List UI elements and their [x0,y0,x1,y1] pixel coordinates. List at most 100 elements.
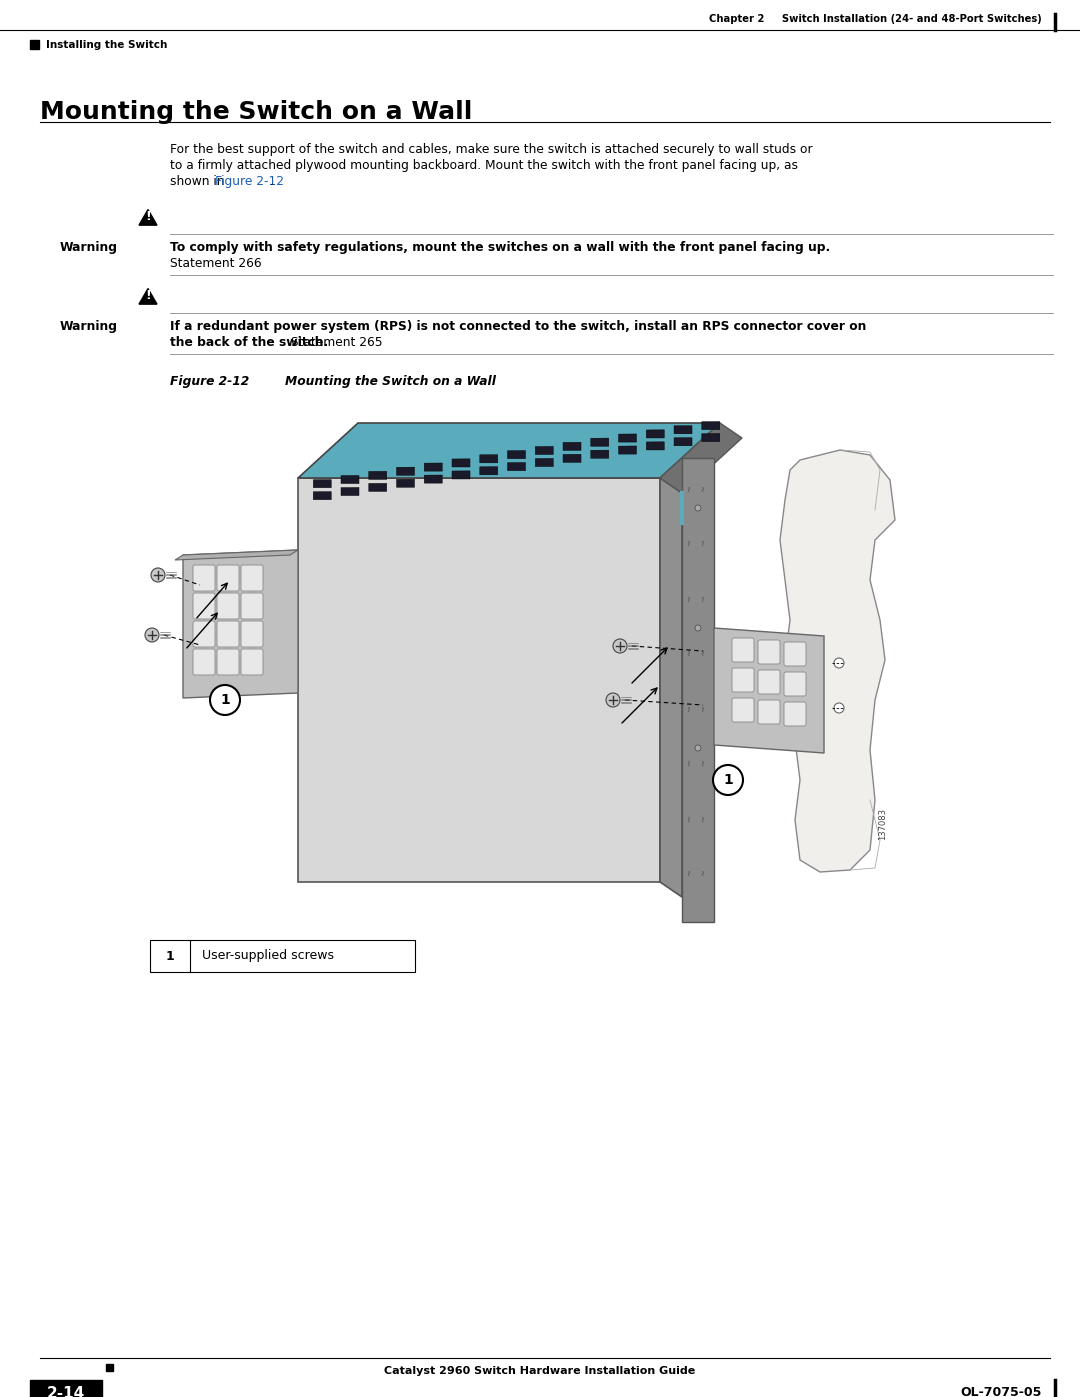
Text: ~: ~ [700,539,708,546]
Text: ~: ~ [700,814,708,821]
Bar [30,41,39,49]
FancyBboxPatch shape [784,643,806,666]
Text: Warning: Warning [60,320,118,332]
Polygon shape [702,422,719,430]
FancyBboxPatch shape [758,671,780,694]
Text: 2-14: 2-14 [46,1386,85,1397]
Text: ~: ~ [700,595,708,602]
Polygon shape [674,437,692,446]
Circle shape [151,569,165,583]
Circle shape [696,624,701,631]
Circle shape [145,629,159,643]
Circle shape [713,766,743,795]
Polygon shape [480,467,498,475]
Text: Statement 266: Statement 266 [170,257,261,270]
Text: If a redundant power system (RPS) is not connected to the switch, install an RPS: If a redundant power system (RPS) is not… [170,320,866,332]
Polygon shape [368,483,387,492]
Bar [681,458,714,922]
Polygon shape [536,458,553,467]
Text: ~: ~ [686,704,694,711]
Bar [150,940,415,972]
Text: ~: ~ [686,485,694,492]
Text: ~: ~ [700,650,708,657]
Text: !: ! [145,210,151,224]
Text: For the best support of the switch and cables, make sure the switch is attached : For the best support of the switch and c… [170,142,812,156]
Text: ~: ~ [686,650,694,657]
Text: 1: 1 [724,773,733,787]
FancyBboxPatch shape [732,698,754,722]
Polygon shape [424,475,442,483]
Polygon shape [183,550,298,698]
Polygon shape [646,441,664,450]
FancyBboxPatch shape [241,592,264,619]
Polygon shape [139,289,157,305]
FancyBboxPatch shape [193,592,215,619]
Text: To comply with safety regulations, mount the switches on a wall with the front p: To comply with safety regulations, mount… [170,242,831,254]
FancyBboxPatch shape [217,650,239,675]
Circle shape [613,638,627,652]
FancyBboxPatch shape [784,703,806,726]
Text: ~: ~ [686,814,694,821]
Text: ~: ~ [686,869,694,876]
FancyBboxPatch shape [758,700,780,724]
Polygon shape [368,471,387,479]
FancyBboxPatch shape [193,650,215,675]
Polygon shape [660,423,742,493]
Text: ~: ~ [700,704,708,711]
FancyBboxPatch shape [732,638,754,662]
Polygon shape [780,450,895,872]
Polygon shape [396,479,415,488]
Polygon shape [536,447,553,454]
Polygon shape [453,458,470,467]
Circle shape [834,703,843,712]
Polygon shape [619,446,636,454]
FancyBboxPatch shape [217,592,239,619]
Polygon shape [139,210,157,225]
Text: 1: 1 [165,950,174,963]
Bar [30,1380,102,1397]
Polygon shape [702,433,719,441]
FancyBboxPatch shape [241,564,264,591]
Text: ~: ~ [686,760,694,767]
Text: to a firmly attached plywood mounting backboard. Mount the switch with the front: to a firmly attached plywood mounting ba… [170,159,798,172]
Polygon shape [298,478,660,882]
Text: Installing the Switch: Installing the Switch [46,41,167,50]
FancyBboxPatch shape [784,672,806,696]
Polygon shape [453,471,470,479]
Text: Mounting the Switch on a Wall: Mounting the Switch on a Wall [40,101,472,124]
Text: User-supplied screws: User-supplied screws [202,950,334,963]
Text: Catalyst 2960 Switch Hardware Installation Guide: Catalyst 2960 Switch Hardware Installati… [384,1366,696,1376]
FancyBboxPatch shape [732,668,754,692]
Text: Figure 2-12: Figure 2-12 [215,175,284,189]
Polygon shape [396,467,415,475]
Text: 137083: 137083 [878,807,887,840]
Polygon shape [424,462,442,471]
Circle shape [606,693,620,707]
Polygon shape [674,426,692,434]
Circle shape [696,504,701,511]
Text: ~: ~ [686,595,694,602]
Polygon shape [175,550,298,560]
Text: ~: ~ [700,485,708,492]
Polygon shape [660,478,681,897]
Text: ~: ~ [700,760,708,767]
Circle shape [696,745,701,752]
Polygon shape [714,629,824,753]
Text: Chapter 2     Switch Installation (24- and 48-Port Switches): Chapter 2 Switch Installation (24- and 4… [710,14,1042,24]
Polygon shape [563,454,581,462]
Text: !: ! [145,289,151,302]
FancyBboxPatch shape [241,650,264,675]
Text: the back of the switch.: the back of the switch. [170,337,328,349]
Polygon shape [313,479,332,488]
FancyBboxPatch shape [217,564,239,591]
Polygon shape [591,450,609,458]
FancyBboxPatch shape [758,640,780,664]
Text: Figure 2-12: Figure 2-12 [170,374,249,388]
Polygon shape [480,454,498,462]
Polygon shape [298,423,720,478]
FancyBboxPatch shape [193,622,215,647]
Polygon shape [508,451,526,458]
FancyBboxPatch shape [217,622,239,647]
Text: shown in: shown in [170,175,228,189]
Text: ~: ~ [700,869,708,876]
